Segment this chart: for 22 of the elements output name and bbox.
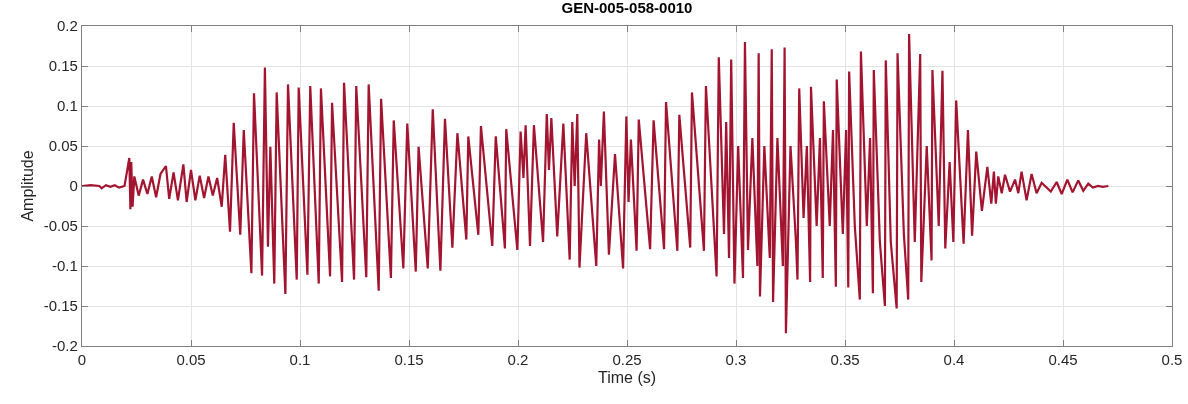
y-tick-label: 0.15 bbox=[48, 57, 78, 75]
x-tick-label: 0.2 bbox=[507, 351, 529, 369]
y-tick-label: 0.1 bbox=[57, 97, 78, 115]
y-tick-label: -0.2 bbox=[52, 337, 78, 355]
x-tick-label: 0.35 bbox=[830, 351, 860, 369]
x-tick-label: 0.15 bbox=[394, 351, 424, 369]
x-tick-label: 0.3 bbox=[725, 351, 747, 369]
y-tick-label: 0.2 bbox=[57, 17, 78, 35]
chart-title: GEN-005-058-0010 bbox=[561, 0, 693, 16]
y-tick-label: 0.05 bbox=[48, 137, 78, 155]
y-tick-label: -0.15 bbox=[43, 297, 78, 315]
y-tick-label: -0.05 bbox=[43, 217, 78, 235]
y-axis-title: Amplitude bbox=[18, 150, 36, 222]
x-tick-label: 0.5 bbox=[1161, 351, 1183, 369]
x-tick-label: 0.25 bbox=[612, 351, 642, 369]
x-tick-label: 0.45 bbox=[1048, 351, 1078, 369]
x-axis-title: Time (s) bbox=[597, 368, 657, 386]
x-tick-label: 0.4 bbox=[943, 351, 965, 369]
x-tick-label: 0.1 bbox=[289, 351, 311, 369]
x-tick-label: 0.05 bbox=[176, 351, 206, 369]
y-tick-label: -0.1 bbox=[52, 257, 78, 275]
y-tick-label: 0 bbox=[69, 177, 78, 195]
